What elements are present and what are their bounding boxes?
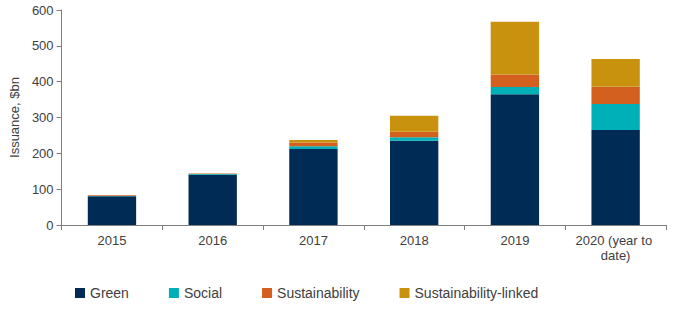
svg-text:2020 (year to: 2020 (year to (576, 233, 656, 248)
svg-text:2018: 2018 (400, 233, 429, 248)
svg-text:300: 300 (32, 110, 54, 125)
svg-text:2015: 2015 (97, 233, 126, 248)
svg-text:date): date) (601, 248, 631, 263)
svg-text:Sustainability: Sustainability (277, 285, 360, 301)
svg-text:0: 0 (46, 218, 53, 233)
svg-text:400: 400 (32, 74, 54, 89)
svg-text:Issuance, $bn: Issuance, $bn (7, 77, 22, 158)
svg-text:2016: 2016 (198, 233, 227, 248)
svg-text:100: 100 (32, 182, 54, 197)
svg-text:600: 600 (32, 3, 54, 18)
svg-text:Green: Green (90, 285, 129, 301)
svg-text:2019: 2019 (500, 233, 529, 248)
svg-text:200: 200 (32, 146, 54, 161)
svg-text:Sustainability-linked: Sustainability-linked (415, 285, 539, 301)
svg-text:500: 500 (32, 38, 54, 53)
svg-text:2017: 2017 (299, 233, 328, 248)
svg-text:Social: Social (184, 285, 222, 301)
